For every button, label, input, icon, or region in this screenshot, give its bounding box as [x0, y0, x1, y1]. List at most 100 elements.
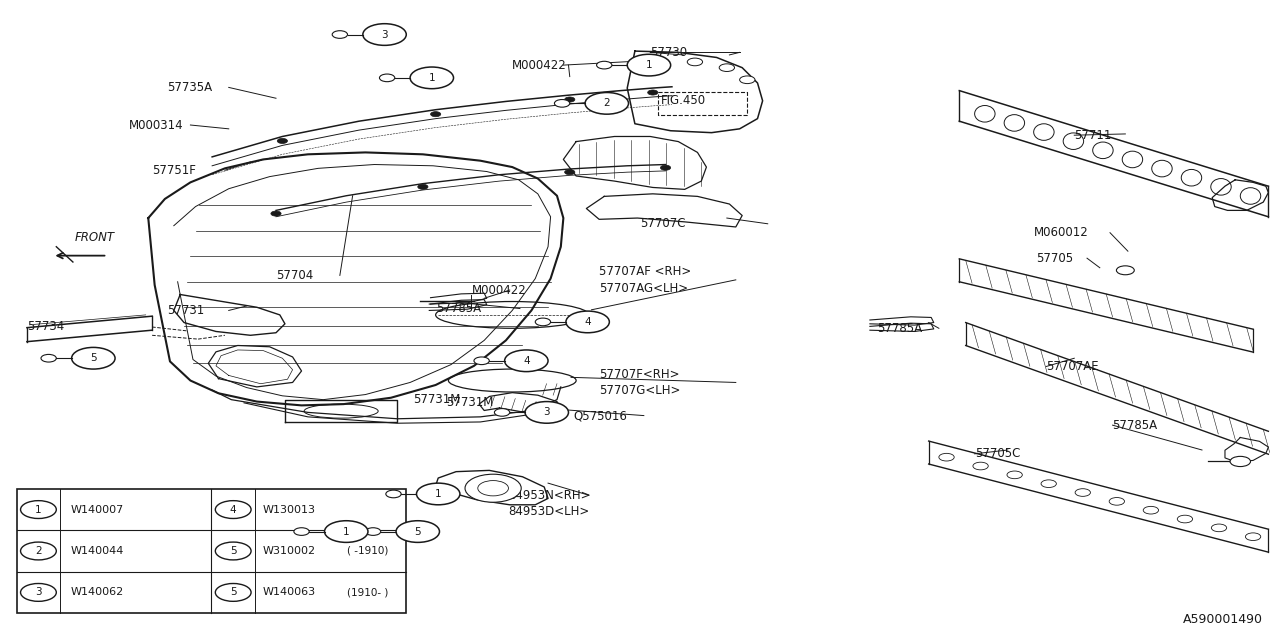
- Text: A590001490: A590001490: [1183, 613, 1263, 626]
- Text: 57731M: 57731M: [412, 393, 460, 406]
- Circle shape: [72, 348, 115, 369]
- Circle shape: [417, 184, 428, 189]
- Circle shape: [1178, 515, 1193, 523]
- Text: 57735A: 57735A: [168, 81, 212, 94]
- Text: FIG.450: FIG.450: [660, 93, 705, 107]
- Text: 57705: 57705: [1036, 252, 1073, 265]
- Text: 57785A: 57785A: [435, 302, 481, 315]
- Circle shape: [554, 100, 570, 107]
- Bar: [17, 489, 406, 613]
- Text: W140044: W140044: [70, 546, 124, 556]
- Text: 57707AF <RH>: 57707AF <RH>: [599, 265, 691, 278]
- Text: 57785A: 57785A: [878, 322, 923, 335]
- Text: 57751F: 57751F: [152, 164, 196, 177]
- Text: 1: 1: [343, 527, 349, 536]
- Text: 57711: 57711: [1074, 129, 1111, 141]
- Circle shape: [1211, 524, 1226, 532]
- Text: 1: 1: [645, 60, 653, 70]
- Text: 2: 2: [35, 546, 42, 556]
- Text: 4: 4: [230, 504, 237, 515]
- Text: 57785A: 57785A: [1112, 419, 1157, 431]
- Circle shape: [494, 408, 509, 416]
- Text: M060012: M060012: [1033, 226, 1088, 239]
- Circle shape: [687, 58, 703, 66]
- Text: W130013: W130013: [262, 504, 316, 515]
- Circle shape: [1041, 480, 1056, 488]
- Text: W310002: W310002: [262, 546, 316, 556]
- Text: 1: 1: [435, 489, 442, 499]
- Circle shape: [585, 93, 628, 114]
- Text: M000314: M000314: [129, 118, 184, 131]
- Circle shape: [465, 474, 521, 502]
- Circle shape: [410, 67, 453, 89]
- Circle shape: [325, 521, 367, 542]
- Text: 5: 5: [90, 353, 97, 364]
- Text: 1: 1: [429, 73, 435, 83]
- Text: 57707AE: 57707AE: [1046, 360, 1098, 373]
- Circle shape: [20, 500, 56, 518]
- Text: 5: 5: [230, 546, 237, 556]
- Text: 4: 4: [524, 356, 530, 366]
- Circle shape: [278, 138, 288, 143]
- Text: M000422: M000422: [512, 59, 567, 72]
- Circle shape: [385, 490, 401, 498]
- Circle shape: [294, 528, 310, 536]
- Text: FRONT: FRONT: [74, 231, 115, 244]
- Circle shape: [596, 61, 612, 69]
- Text: M000422: M000422: [471, 284, 526, 296]
- Circle shape: [645, 58, 660, 65]
- Text: 84953D<LH>: 84953D<LH>: [508, 505, 590, 518]
- Text: 84953N<RH>: 84953N<RH>: [508, 489, 591, 502]
- Text: (1910- ): (1910- ): [347, 588, 388, 597]
- Circle shape: [740, 76, 755, 84]
- Text: 1: 1: [35, 504, 42, 515]
- Circle shape: [627, 54, 671, 76]
- Circle shape: [1143, 506, 1158, 514]
- Text: 57707C: 57707C: [640, 217, 686, 230]
- Circle shape: [535, 318, 550, 326]
- Text: 57705C: 57705C: [974, 447, 1020, 460]
- Circle shape: [566, 311, 609, 333]
- Text: 3: 3: [381, 29, 388, 40]
- Circle shape: [215, 542, 251, 560]
- Text: 4: 4: [585, 317, 591, 327]
- Circle shape: [215, 584, 251, 602]
- Text: 3: 3: [35, 588, 42, 597]
- Text: ( -1910): ( -1910): [347, 546, 388, 556]
- Text: 3: 3: [544, 408, 550, 417]
- Circle shape: [648, 90, 658, 95]
- Circle shape: [938, 453, 954, 461]
- Text: 57707AG<LH>: 57707AG<LH>: [599, 282, 689, 294]
- Circle shape: [396, 521, 439, 542]
- Text: Q575016: Q575016: [573, 409, 627, 422]
- Circle shape: [20, 542, 56, 560]
- Circle shape: [1007, 471, 1023, 479]
- Circle shape: [333, 31, 347, 38]
- Circle shape: [365, 528, 380, 536]
- Circle shape: [477, 481, 508, 496]
- Circle shape: [379, 74, 394, 82]
- Circle shape: [1230, 456, 1251, 467]
- Circle shape: [660, 165, 671, 170]
- Circle shape: [1075, 489, 1091, 497]
- Circle shape: [564, 97, 575, 102]
- Circle shape: [41, 355, 56, 362]
- Circle shape: [1116, 266, 1134, 275]
- Circle shape: [525, 401, 568, 423]
- Text: 57707F<RH>: 57707F<RH>: [599, 367, 680, 381]
- Text: 57731: 57731: [168, 304, 205, 317]
- Circle shape: [719, 64, 735, 72]
- Circle shape: [430, 111, 440, 116]
- Text: 2: 2: [603, 99, 611, 108]
- Circle shape: [1110, 497, 1125, 505]
- Text: 57704: 57704: [276, 269, 314, 282]
- Text: 57731M: 57731M: [445, 396, 493, 410]
- Circle shape: [1245, 533, 1261, 541]
- Circle shape: [564, 170, 575, 175]
- Circle shape: [474, 357, 489, 365]
- Text: 5: 5: [230, 588, 237, 597]
- Text: 57707G<LH>: 57707G<LH>: [599, 384, 681, 397]
- Circle shape: [973, 462, 988, 470]
- Text: 57730: 57730: [650, 46, 687, 59]
- Text: W140063: W140063: [262, 588, 316, 597]
